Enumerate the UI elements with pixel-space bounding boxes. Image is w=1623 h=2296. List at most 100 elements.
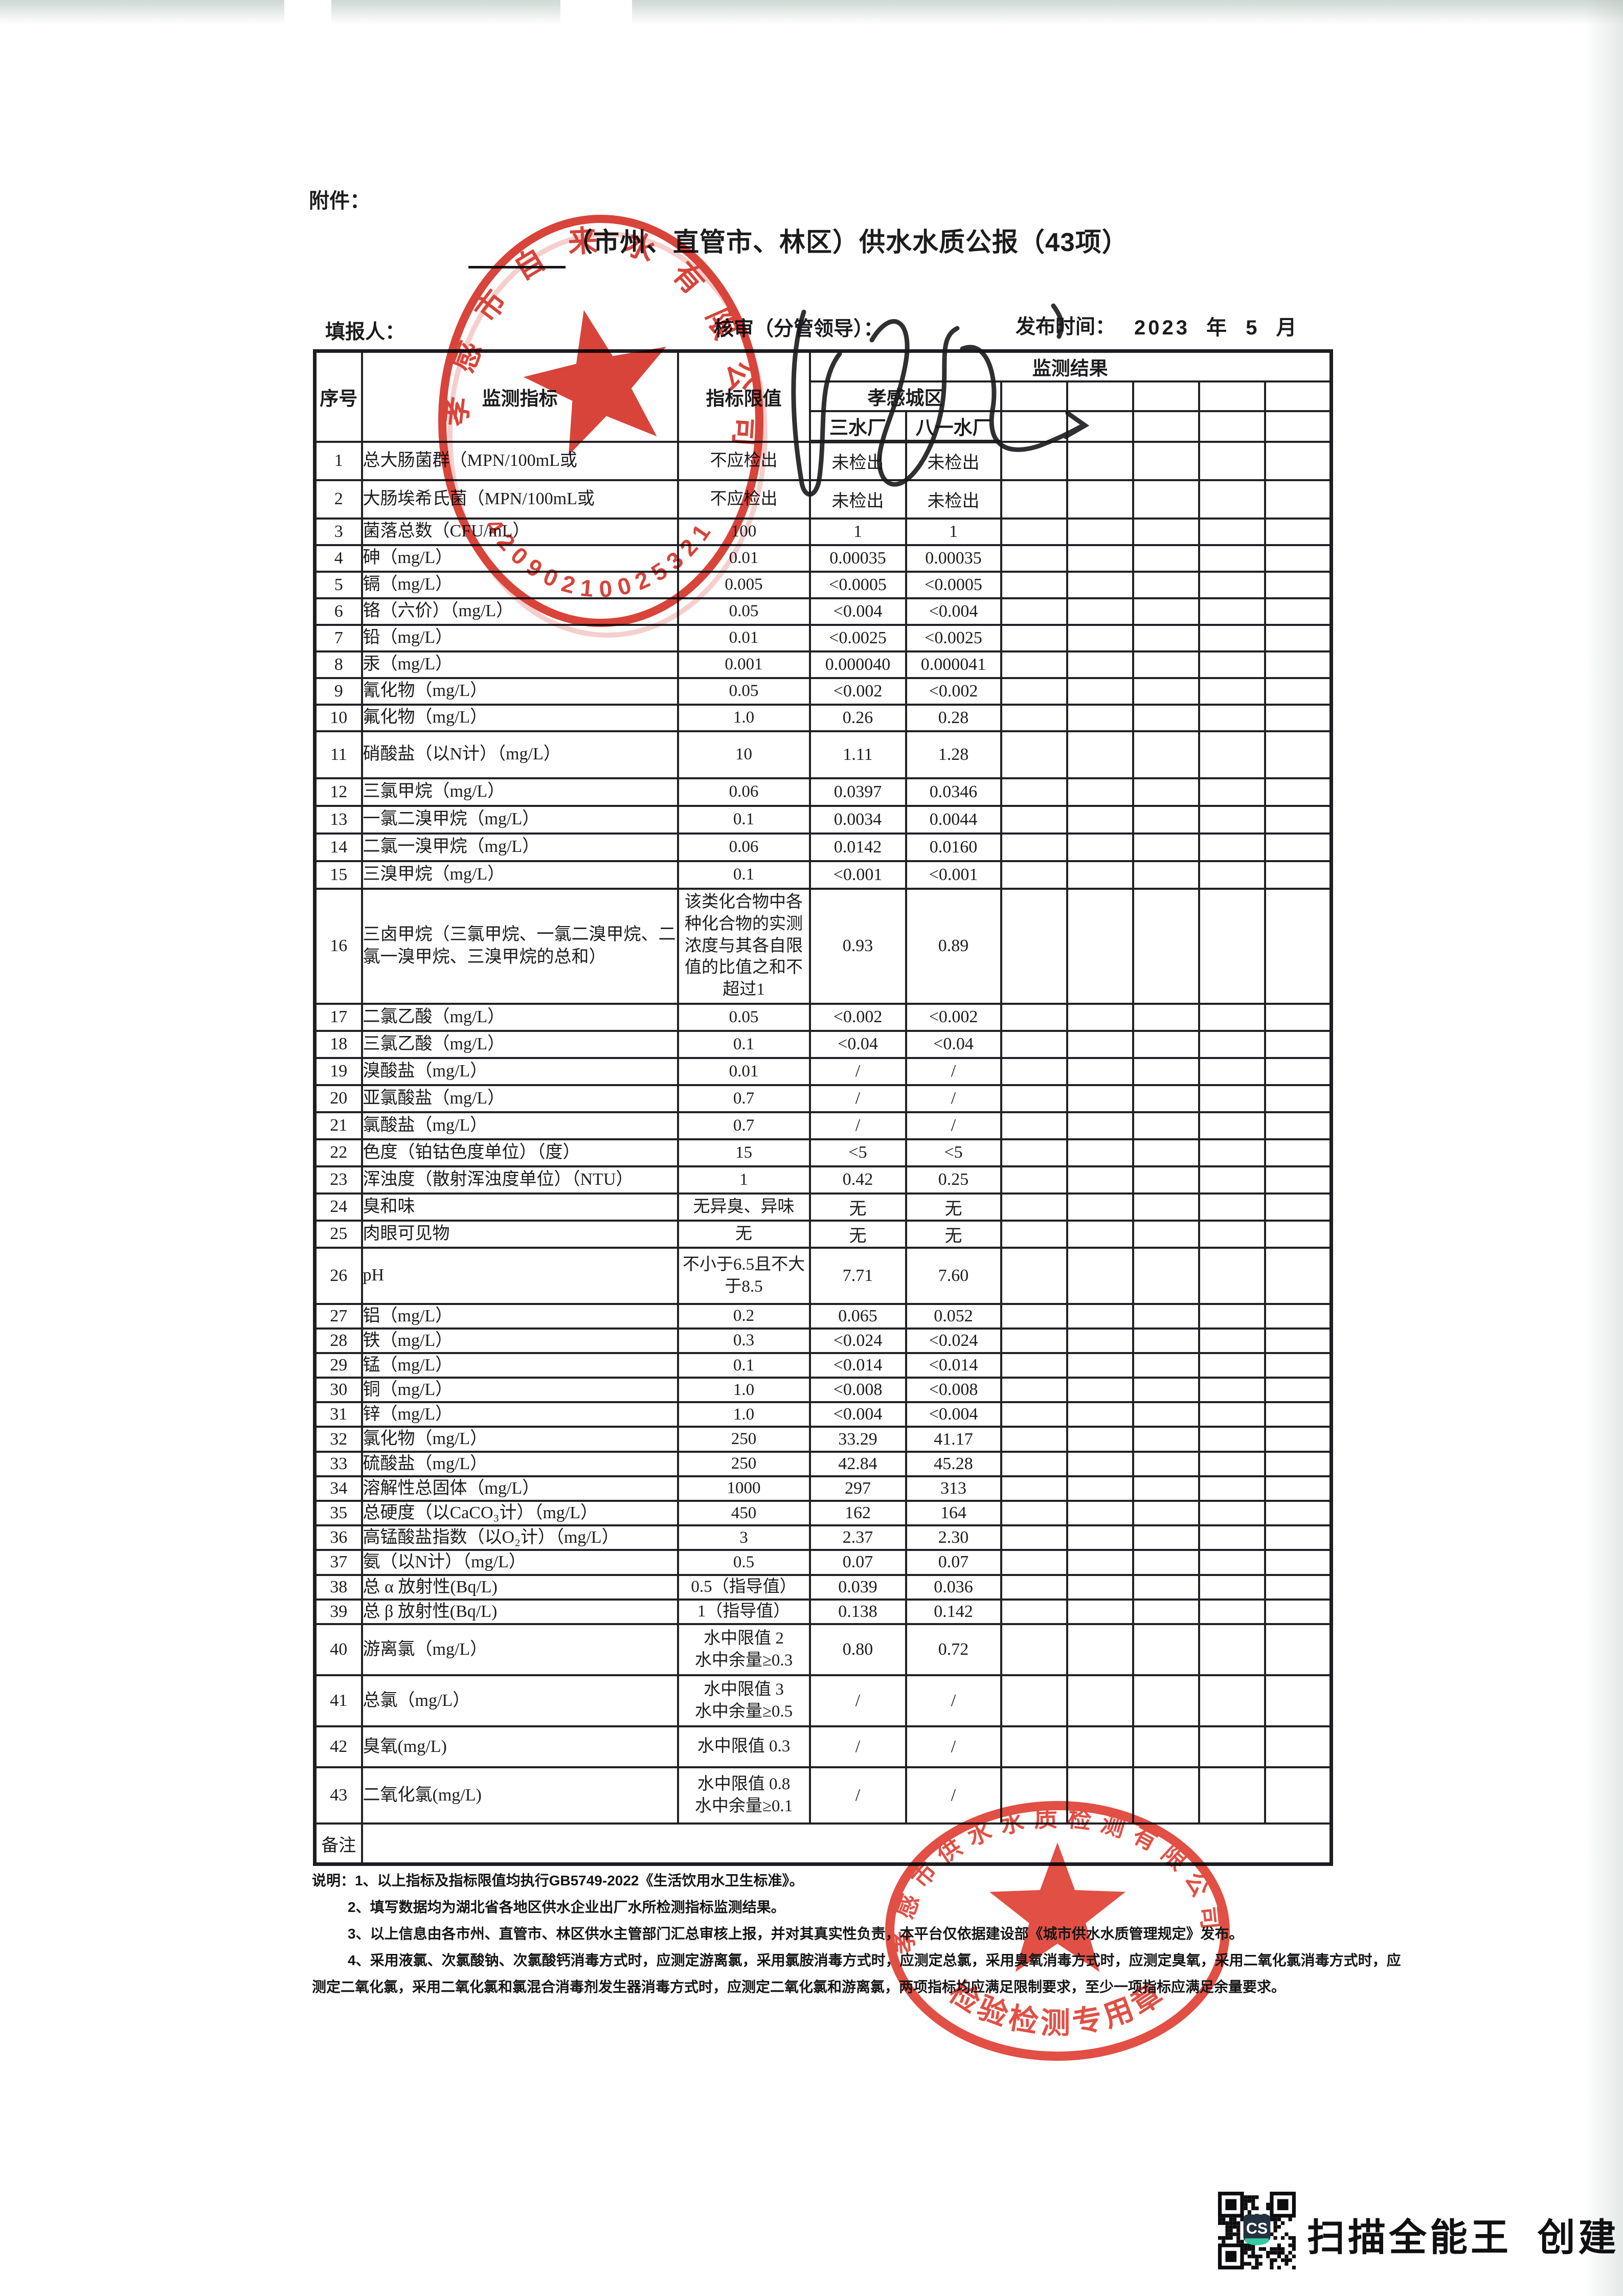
empty-result-cell — [1066, 1450, 1134, 1477]
indicator-name: 臭氧(mg/L) — [360, 1725, 679, 1768]
empty-result-cell — [1198, 1084, 1266, 1113]
indicator-name: 一氯二溴甲烷（mg/L） — [360, 804, 679, 835]
result-plant2: 0.07 — [905, 1549, 1002, 1576]
empty-header-cell — [1198, 410, 1266, 443]
empty-result-cell — [1264, 1246, 1333, 1305]
result-plant2: 0.0160 — [905, 832, 1002, 862]
remark-row: 备注 — [313, 1822, 1333, 1865]
empty-result-cell — [1198, 1002, 1266, 1032]
empty-result-cell — [1264, 1302, 1333, 1330]
result-plant2: 0.25 — [905, 1165, 1002, 1195]
result-plant2: 45.28 — [905, 1450, 1002, 1477]
table-row: 20 亚氯酸盐（mg/L） 0.7// — [313, 1084, 1333, 1113]
empty-result-cell — [1066, 1002, 1134, 1032]
empty-result-cell — [1066, 677, 1134, 706]
result-plant1: 0.138 — [808, 1598, 907, 1625]
empty-result-cell — [1132, 1426, 1200, 1453]
row-number: 27 — [313, 1302, 363, 1330]
empty-result-cell — [1132, 650, 1200, 679]
result-plant1: / — [808, 1674, 907, 1727]
result-plant1: <0.004 — [808, 597, 907, 626]
table-row: 8 汞（mg/L） 0.001 0.000040 0.000041 — [313, 650, 1333, 679]
result-plant2: 0.000041 — [905, 650, 1002, 679]
empty-result-cell — [1264, 1450, 1333, 1477]
empty-result-cell — [1066, 1674, 1134, 1727]
empty-result-cell — [1000, 703, 1068, 732]
empty-result-cell — [1198, 597, 1266, 626]
empty-result-cell — [1000, 1725, 1068, 1768]
table-row: 9 氰化物（mg/L） 0.05 <0.002 <0.002 — [313, 677, 1333, 706]
result-plant1: 0.0397 — [808, 777, 907, 807]
empty-result-cell — [1198, 860, 1266, 890]
table-row: 2 大肠埃希氏菌（MPN/100mL或 不应检出 未检出 未检出 — [313, 479, 1333, 520]
table-row: 25 肉眼可见物无无无 — [313, 1219, 1333, 1249]
empty-result-cell — [1066, 597, 1134, 626]
row-number: 39 — [313, 1598, 363, 1625]
indicator-name: pH — [360, 1246, 679, 1305]
indicator-limit: 不应检出 — [677, 440, 811, 481]
empty-result-cell — [1066, 623, 1134, 652]
table-row: 22 色度（铂钴色度单位）（度） 15 <5 <5 — [313, 1138, 1333, 1167]
row-number: 42 — [313, 1725, 363, 1768]
indicator-limit: 0.05 — [677, 677, 811, 706]
result-plant1: 0.42 — [808, 1165, 907, 1195]
empty-result-cell — [1132, 1056, 1200, 1086]
row-number: 41 — [313, 1674, 363, 1727]
empty-result-cell — [1264, 1549, 1333, 1576]
camscanner-badge: CS — [1243, 2214, 1271, 2245]
empty-result-cell — [1066, 887, 1134, 1005]
empty-result-cell — [1198, 1499, 1266, 1527]
table-row: 32 氯化物（mg/L） 250 33.29 41.17 — [313, 1426, 1333, 1453]
empty-result-cell — [1066, 1377, 1134, 1404]
col-header-district: 孝感城区 — [808, 380, 1002, 412]
empty-result-cell — [1198, 1623, 1266, 1676]
result-plant1: 1 — [808, 517, 907, 546]
indicator-limit: 1 — [677, 1165, 811, 1195]
result-plant1: / — [808, 1725, 907, 1768]
indicator-limit: 水中限值 0.3 — [677, 1725, 811, 1768]
empty-result-cell — [1264, 517, 1333, 546]
result-plant2: / — [905, 1111, 1002, 1140]
empty-result-cell — [1264, 1573, 1333, 1601]
result-plant2: / — [905, 1056, 1002, 1086]
empty-result-cell — [1000, 860, 1068, 890]
table-row: 23 浑浊度（散射浑浊度单位）（NTU） 1 0.42 0.25 — [313, 1165, 1333, 1195]
empty-result-cell — [1066, 1192, 1134, 1222]
empty-result-cell — [1066, 570, 1134, 599]
seal-ring — [438, 215, 763, 627]
row-number: 30 — [313, 1377, 363, 1404]
row-number: 10 — [313, 703, 363, 732]
empty-result-cell — [1198, 1573, 1266, 1601]
result-plant2: <0.004 — [905, 1401, 1002, 1428]
indicator-name: 菌落总数（CFU/mL） — [360, 517, 679, 546]
water-quality-table: 序号 监测指标 指标限值 监测结果 孝感城区 三水厂 八一水厂 — [313, 349, 1334, 1866]
empty-result-cell — [1198, 1725, 1266, 1768]
table-row: 40 游离氯（mg/L） 水中限值 2 水中余量≥0.3 0.80 0.72 — [313, 1623, 1333, 1676]
empty-result-cell — [1132, 597, 1200, 626]
empty-result-cell — [1132, 1573, 1200, 1601]
empty-result-cell — [1000, 730, 1068, 779]
attachment-label: 附件： — [309, 190, 370, 212]
indicator-name: 氯酸盐（mg/L） — [360, 1111, 679, 1140]
empty-result-cell — [1264, 1674, 1333, 1727]
result-plant1: <0.04 — [808, 1029, 907, 1059]
result-plant2: 41.17 — [905, 1426, 1002, 1453]
empty-result-cell — [1000, 1084, 1068, 1113]
empty-result-cell — [1198, 1192, 1266, 1222]
indicator-limit: 0.3 — [677, 1327, 811, 1354]
indicator-name: 氨（以N计）（mg/L） — [360, 1549, 679, 1576]
result-plant2: 313 — [905, 1475, 1002, 1502]
empty-result-cell — [1198, 1475, 1266, 1502]
table-row: 28 铁（mg/L） 0.3 <0.024 <0.024 — [313, 1327, 1333, 1354]
indicator-name: 色度（铂钴色度单位）（度） — [360, 1138, 679, 1167]
col-header-no: 序号 — [313, 350, 363, 443]
empty-result-cell — [1132, 1475, 1200, 1502]
empty-result-cell — [1000, 623, 1068, 652]
empty-result-cell — [1132, 1138, 1200, 1167]
indicator-limit: 0.2 — [677, 1302, 811, 1330]
indicator-limit: 该类化合物中各种化合物的实测浓度与其各自限值的比值之和不超过1 — [677, 887, 811, 1005]
result-plant1: 2.37 — [808, 1524, 907, 1551]
row-number: 34 — [313, 1475, 363, 1502]
empty-result-cell — [1264, 1138, 1333, 1167]
empty-header-cell — [1264, 380, 1333, 412]
